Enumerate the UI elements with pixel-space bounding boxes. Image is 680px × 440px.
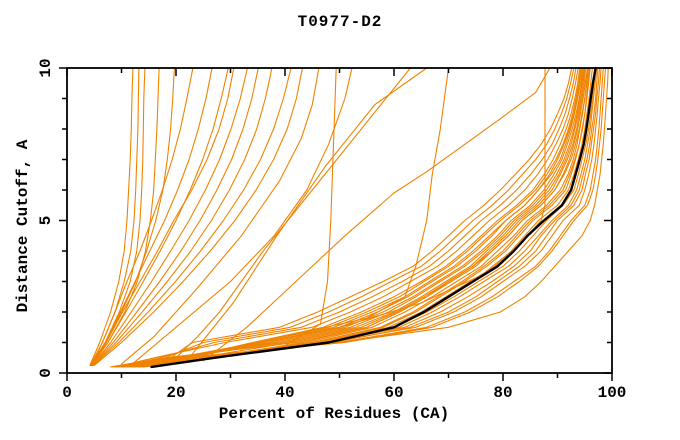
model-line	[90, 67, 213, 366]
model-line	[134, 67, 591, 368]
model-line	[120, 67, 577, 368]
model-line	[89, 67, 146, 366]
model-line	[89, 67, 134, 366]
model-line	[92, 67, 273, 366]
model-line	[123, 67, 599, 368]
x-tick-label: 40	[275, 384, 294, 402]
model-line	[142, 67, 590, 368]
model-line	[115, 67, 585, 368]
chart-title: T0977-D2	[297, 13, 383, 31]
model-line	[175, 67, 411, 359]
model-line	[140, 67, 587, 368]
model-line	[115, 67, 579, 368]
highlighted-model-line	[150, 66, 597, 369]
model-line	[118, 67, 602, 368]
model-line	[90, 67, 160, 366]
model-line	[131, 67, 573, 368]
model-line	[142, 67, 450, 365]
y-tick-label: 0	[37, 368, 55, 378]
model-line	[131, 67, 593, 368]
y-tick-label: 5	[37, 216, 55, 226]
x-tick-label: 80	[493, 384, 512, 402]
model-line	[93, 67, 303, 366]
model-line	[126, 67, 575, 368]
x-tick-label: 20	[166, 384, 185, 402]
model-line	[92, 67, 292, 366]
model-line	[115, 67, 604, 368]
model-line	[91, 67, 235, 366]
model-line	[91, 67, 229, 366]
model-line	[90, 67, 194, 366]
model-line	[112, 67, 607, 368]
model-line	[126, 67, 598, 368]
model-line	[90, 67, 175, 366]
model-line	[120, 67, 584, 368]
model-line	[120, 67, 601, 368]
model-line	[92, 67, 248, 366]
model-line	[120, 67, 320, 365]
model-line	[120, 67, 584, 368]
x-axis-label: Percent of Residues (CA)	[218, 405, 450, 423]
x-tick-label: 100	[598, 384, 627, 402]
model-line	[131, 67, 353, 365]
model-line	[202, 67, 551, 362]
y-axis-label: Distance Cutoff, A	[14, 139, 32, 313]
model-line	[126, 67, 582, 368]
model-line	[115, 67, 609, 368]
model-line	[131, 67, 589, 368]
x-tick-label: 0	[62, 384, 72, 402]
model-line	[92, 67, 259, 366]
model-line	[126, 67, 583, 368]
model-line	[115, 67, 586, 368]
model-line	[131, 67, 581, 368]
model-line	[186, 67, 428, 362]
y-tick-label: 10	[37, 58, 55, 77]
x-tick-label: 60	[384, 384, 403, 402]
